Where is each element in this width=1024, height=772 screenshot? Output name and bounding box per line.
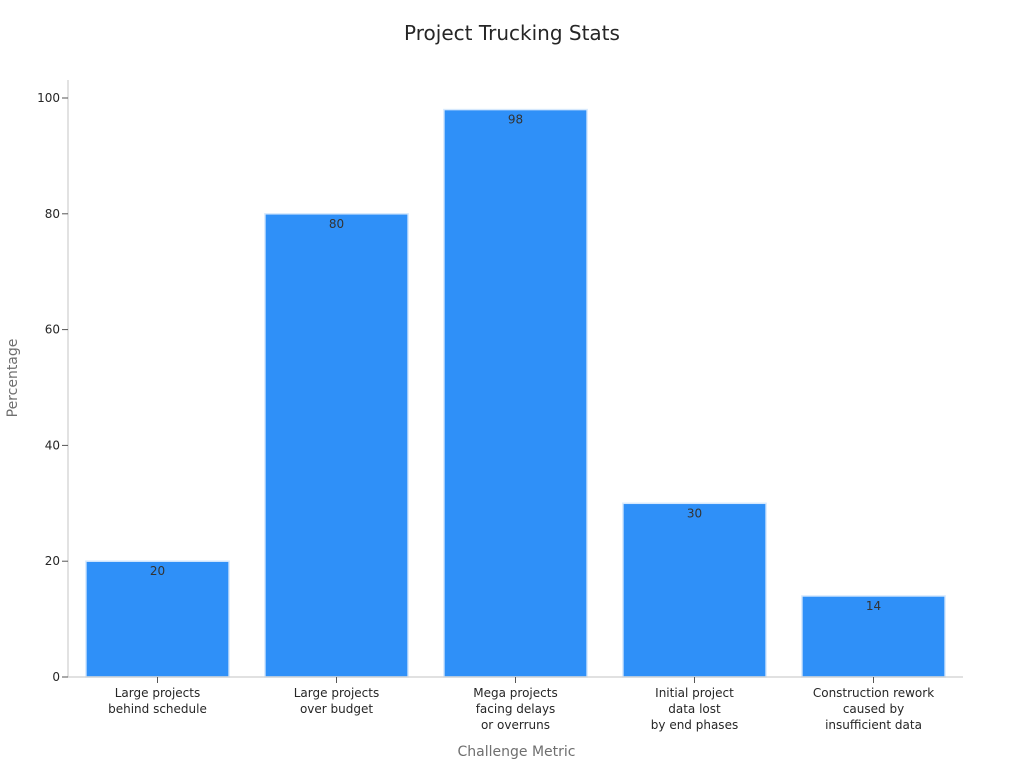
x-tick-label-line: insufficient data	[825, 718, 922, 732]
x-tick-label-line: or overruns	[481, 718, 550, 732]
x-tick-label-line: Initial project	[655, 686, 734, 700]
y-tick-label: 60	[45, 323, 60, 337]
x-tick-label: Large projects over budget	[294, 686, 379, 716]
x-tick-label: Initial project data lost by end phases	[651, 686, 738, 732]
bar	[801, 595, 946, 678]
x-tick-label: Large projects behind schedule	[108, 686, 207, 716]
x-tick-label-line: behind schedule	[108, 702, 207, 716]
x-tick-label-line: Large projects	[115, 686, 200, 700]
bar-value-label: 80	[329, 217, 344, 231]
x-axis-title: Challenge Metric	[458, 744, 576, 760]
bar	[85, 560, 230, 678]
y-tick-label: 100	[37, 91, 60, 105]
x-tick-label: Mega projects facing delays or overruns	[473, 686, 557, 732]
x-tick-label-line: Mega projects	[473, 686, 557, 700]
bars-group: 20 80 98 30 14	[85, 108, 946, 678]
x-tick-label-line: data lost	[668, 702, 721, 716]
y-tick-label: 20	[45, 554, 60, 568]
bar-value-label: 30	[687, 506, 702, 520]
x-tick-label-line: Construction rework	[813, 686, 934, 700]
x-tick-label-line: by end phases	[651, 718, 738, 732]
bar-value-label: 14	[866, 599, 881, 613]
axes-group: 0 20 40 60 80 100 Large projects behind schedul…	[37, 80, 963, 732]
bar	[264, 213, 409, 678]
chart-title: Project Trucking Stats	[404, 21, 620, 45]
y-tick-label: 80	[45, 207, 60, 221]
bar	[622, 502, 767, 678]
y-tick-label: 0	[52, 670, 60, 684]
bar-value-label: 98	[508, 113, 523, 127]
x-tick-label-line: Large projects	[294, 686, 379, 700]
x-tick-label-line: facing delays	[476, 702, 556, 716]
x-tick-label-line: over budget	[300, 702, 373, 716]
y-tick-label: 40	[45, 438, 60, 452]
bar	[443, 108, 588, 678]
bar-value-label: 20	[150, 564, 165, 578]
y-axis-title: Percentage	[5, 339, 21, 418]
x-tick-label-line: caused by	[843, 702, 904, 716]
x-tick-label: Construction rework caused by insufficient…	[813, 686, 934, 732]
